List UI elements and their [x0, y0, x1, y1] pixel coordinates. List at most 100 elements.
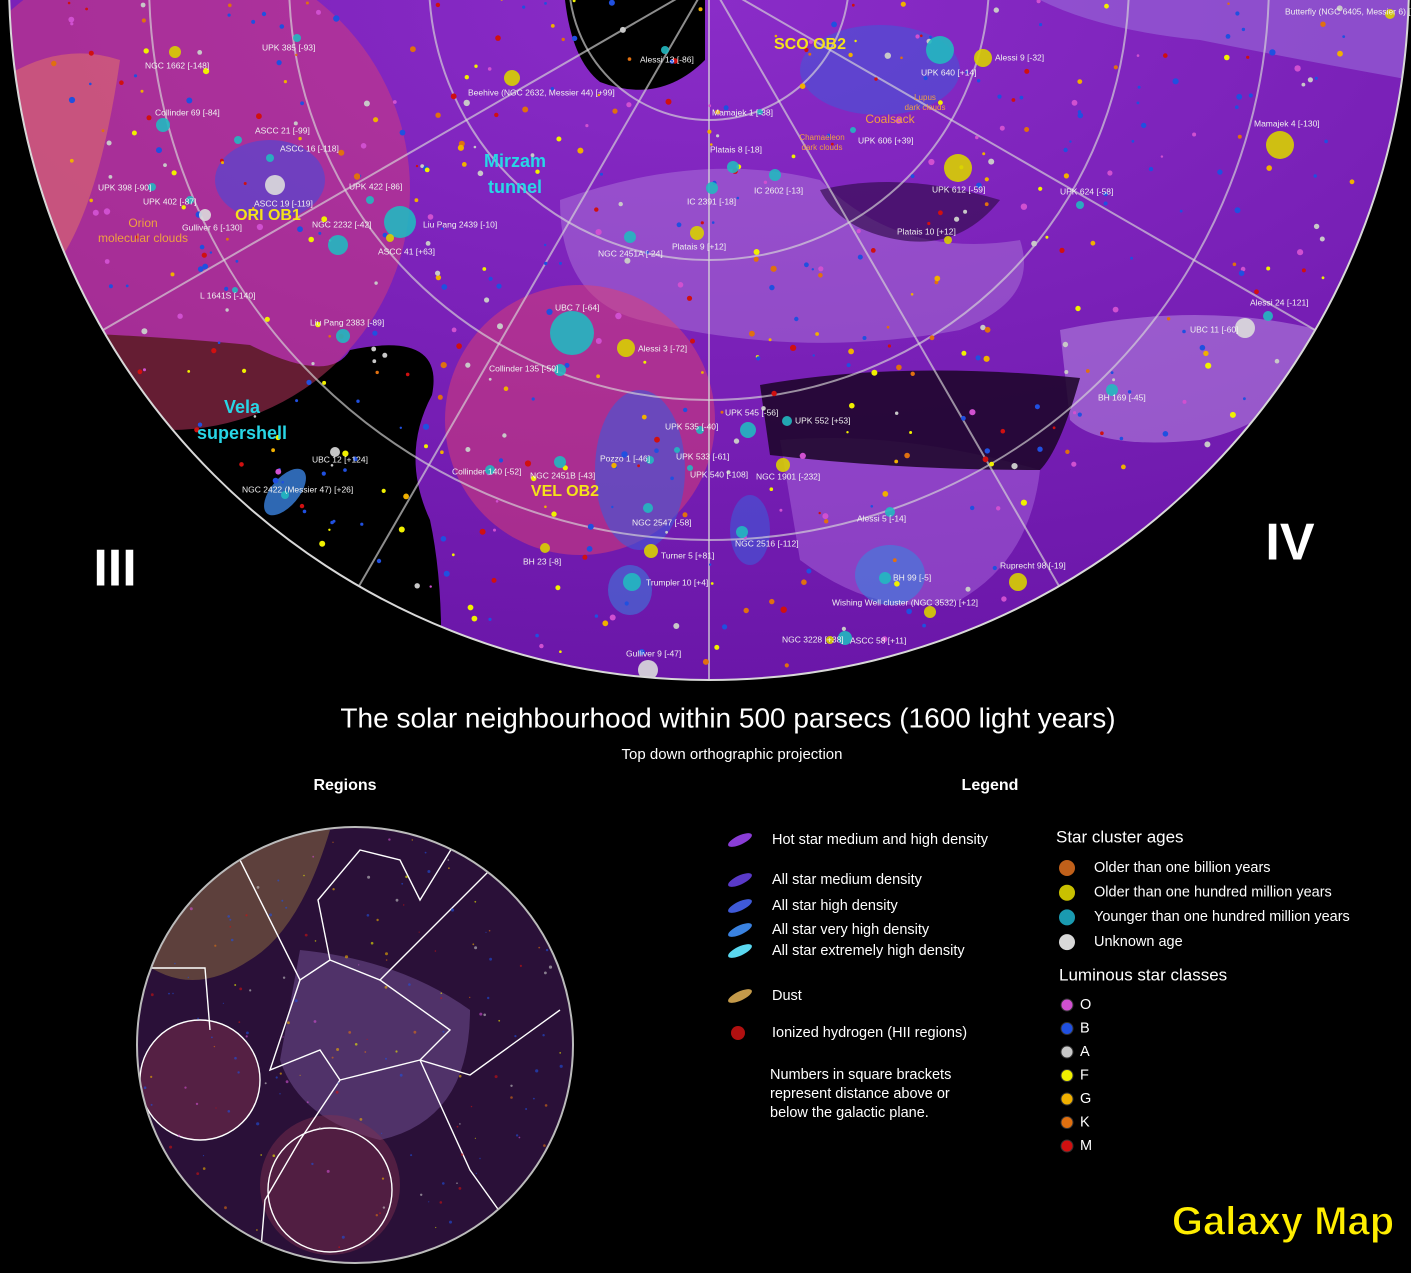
star — [331, 1056, 334, 1059]
star — [281, 899, 284, 902]
star — [306, 1101, 309, 1104]
star — [374, 281, 378, 285]
star — [299, 1074, 301, 1076]
star — [493, 528, 496, 532]
star — [707, 129, 712, 134]
star — [472, 943, 475, 946]
star — [451, 327, 457, 333]
class-label: F — [1080, 1067, 1089, 1083]
star — [298, 136, 302, 141]
star — [456, 343, 462, 349]
star — [559, 261, 562, 265]
cluster-label: BH 169 [-45] — [1098, 392, 1146, 402]
star — [68, 96, 76, 104]
star — [295, 53, 298, 57]
star — [627, 57, 632, 61]
star — [242, 368, 247, 373]
star — [333, 15, 340, 22]
star — [322, 380, 327, 385]
star — [197, 266, 204, 272]
cluster-label: NGC 2232 [-42] — [312, 219, 372, 229]
star — [753, 256, 759, 262]
star — [894, 581, 900, 587]
cluster-label: UBC 11 [-60] — [1190, 324, 1239, 334]
star — [884, 52, 891, 59]
star — [321, 471, 326, 476]
star — [1024, 127, 1030, 132]
star — [1075, 305, 1081, 312]
star — [456, 1182, 458, 1184]
star — [304, 933, 308, 937]
star — [245, 914, 248, 917]
star — [1236, 93, 1243, 100]
star — [174, 962, 176, 965]
star — [440, 997, 443, 999]
star — [503, 386, 509, 392]
star — [344, 955, 349, 959]
star — [874, 77, 878, 81]
star — [197, 1017, 200, 1020]
star — [1336, 5, 1343, 12]
star — [611, 505, 614, 509]
cluster-label: Wishing Well cluster (NGC 3532) [+12] — [832, 597, 978, 607]
star — [479, 1012, 483, 1016]
star — [1052, 426, 1056, 430]
cluster-marker — [646, 456, 654, 464]
star — [237, 1071, 240, 1074]
star — [585, 124, 589, 128]
cluster-label: UBC 12 [+124] — [312, 454, 368, 464]
star — [514, 1035, 517, 1038]
star — [197, 422, 203, 427]
star — [461, 162, 467, 167]
star — [196, 1172, 200, 1175]
star — [201, 252, 207, 258]
quadrant-label: III — [93, 540, 136, 598]
star — [1148, 166, 1154, 172]
star — [801, 579, 807, 585]
star — [366, 914, 370, 917]
star — [621, 451, 628, 458]
star — [314, 940, 317, 942]
void — [760, 370, 1080, 470]
star — [435, 1226, 437, 1229]
star — [1337, 50, 1343, 57]
star — [826, 133, 831, 138]
star — [1063, 147, 1068, 153]
star — [710, 582, 714, 585]
cluster-label: Platais 10 [+12] — [897, 226, 956, 236]
star — [794, 316, 799, 322]
star — [435, 2, 441, 8]
star — [456, 1125, 459, 1128]
star — [975, 135, 979, 140]
stars — [51, 0, 1355, 668]
star — [769, 487, 774, 492]
star — [318, 1127, 321, 1130]
star — [143, 368, 146, 372]
star — [189, 907, 193, 911]
star — [141, 328, 148, 335]
star — [779, 508, 783, 512]
legend-swatch — [731, 1026, 745, 1040]
star — [487, 67, 492, 71]
star — [722, 624, 728, 630]
cluster-label: NGC 2451A [-24] — [598, 248, 663, 258]
star — [771, 390, 777, 397]
star — [1073, 411, 1077, 415]
title: The solar neighbourhood within 500 parse… — [340, 702, 1115, 733]
star — [246, 1031, 249, 1035]
star — [168, 992, 170, 995]
star — [1011, 463, 1018, 470]
star — [856, 229, 861, 234]
star — [1269, 49, 1276, 56]
star — [535, 1069, 539, 1073]
star — [399, 426, 402, 429]
star — [1160, 155, 1164, 158]
star — [1349, 179, 1355, 185]
star — [442, 1182, 445, 1185]
star — [435, 112, 441, 118]
cluster-label: UBC 7 [-64] — [555, 302, 599, 312]
star — [673, 623, 680, 629]
star — [424, 167, 430, 173]
star — [768, 338, 772, 342]
star — [251, 19, 256, 24]
